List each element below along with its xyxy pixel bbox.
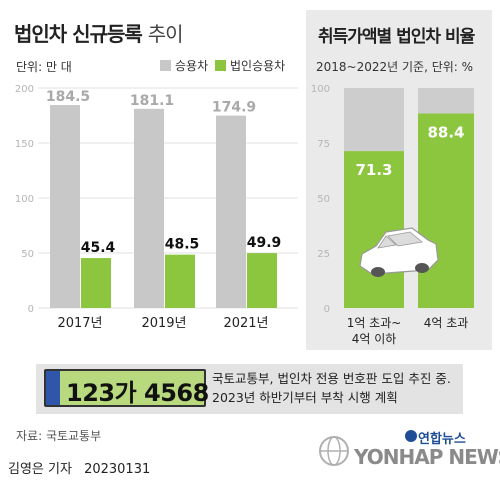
data-label-corporate: 45.4	[81, 240, 116, 256]
charts-canvas: 0 50 100 150 200 184.5 45.4 2017년 181.1 48.5 2019년…	[15, 84, 474, 346]
right-y-tick-label: 75	[317, 139, 330, 150]
yonhap-wordmark: YONHAP NEWS	[354, 445, 500, 469]
data-label-passenger: 184.5	[46, 89, 90, 105]
left-y-tick-label: 0	[28, 304, 34, 315]
bar-corporate	[81, 258, 111, 308]
car-illustration	[359, 227, 439, 277]
right-chart-title: 취득가액별 법인차 비율	[318, 27, 475, 47]
right-y-tick-label: 25	[317, 249, 330, 260]
publish-date: 20230131	[84, 462, 151, 477]
bar-corporate	[247, 253, 277, 308]
left-y-tick-label: 200	[15, 84, 34, 95]
ratio-bar	[418, 113, 474, 309]
yonhap-logo: 연합뉴스 YONHAP NEWS	[316, 427, 500, 473]
source-text: 자료: 국토교통부	[16, 429, 102, 443]
byline: 김영은 기자 20230131	[8, 458, 150, 477]
reporter-name: 김영은 기자	[8, 462, 72, 477]
car-window	[387, 231, 423, 247]
right-y-tick-label: 100	[311, 84, 330, 95]
plate-note-line-2: 2023년 하반기부터 부착 시행 계획	[212, 390, 398, 405]
data-label-corporate: 48.5	[165, 237, 200, 253]
left-chart-title-light: 추이	[147, 22, 184, 46]
right-chart: 0 25 50 75 100 71.3 1억 초과~ 4억 이하 88.4 4억 초과	[311, 84, 474, 346]
data-label-passenger: 174.9	[212, 100, 256, 116]
bar-passenger	[50, 105, 80, 308]
globe-icon	[319, 430, 417, 466]
right-y-tick-label: 50	[317, 194, 330, 205]
left-x-tick-label: 2021년	[223, 316, 268, 331]
legend-label-corporate: 법인승용차	[230, 59, 286, 73]
left-chart-title-bold: 법인차 신규등록	[14, 22, 143, 46]
ratio-data-label: 71.3	[355, 161, 392, 179]
left-chart: 0 50 100 150 200 184.5 45.4 2017년 181.1 48.5 2019년…	[15, 84, 298, 331]
legend-swatch-gray	[160, 60, 171, 71]
plate-note-line-1: 국토교통부, 법인차 전용 번호판 도입 추진 중.	[212, 371, 451, 386]
car-wheel-rear	[415, 263, 429, 273]
plate-note: 국토교통부, 법인차 전용 번호판 도입 추진 중. 2023년 하반기부터 부…	[212, 369, 451, 407]
license-plate-blue-strip	[46, 371, 60, 405]
license-plate-number: 123가 4568	[66, 379, 209, 407]
legend-label-passenger: 승용차	[175, 59, 209, 73]
bar-passenger	[134, 108, 164, 308]
left-y-tick-label: 50	[21, 249, 34, 260]
right-chart-subtitle: 2018~2022년 기준, 단위: %	[316, 60, 474, 74]
legend-swatch-green	[215, 60, 226, 71]
data-label-passenger: 181.1	[130, 93, 174, 109]
right-y-tick-label: 0	[324, 304, 330, 315]
car-window-front	[377, 235, 397, 249]
legend-item-passenger: 승용차	[160, 57, 208, 74]
bar-passenger	[216, 115, 246, 308]
left-y-tick-label: 100	[15, 194, 34, 205]
left-x-tick-label: 2019년	[141, 316, 186, 331]
yonhap-brand: 연합뉴스	[418, 432, 466, 447]
right-x-tick-label: 1억 초과~	[347, 316, 402, 330]
data-label-corporate: 49.9	[247, 235, 282, 251]
car-wheel-front	[371, 267, 385, 277]
left-chart-title: 법인차 신규등록 추이	[14, 18, 184, 47]
legend-item-corporate: 법인승용차	[215, 57, 285, 74]
ratio-data-label: 88.4	[427, 124, 464, 142]
bar-corporate	[165, 254, 195, 308]
right-x-tick-label: 4억 초과	[424, 316, 469, 330]
left-x-tick-label: 2017년	[57, 316, 102, 331]
right-x-tick-label: 4억 이하	[352, 332, 397, 346]
license-plate: 123가 4568	[44, 369, 209, 407]
left-chart-unit: 단위: 만 대	[16, 60, 72, 74]
ratio-bar	[344, 151, 404, 308]
left-y-tick-label: 150	[15, 139, 34, 150]
